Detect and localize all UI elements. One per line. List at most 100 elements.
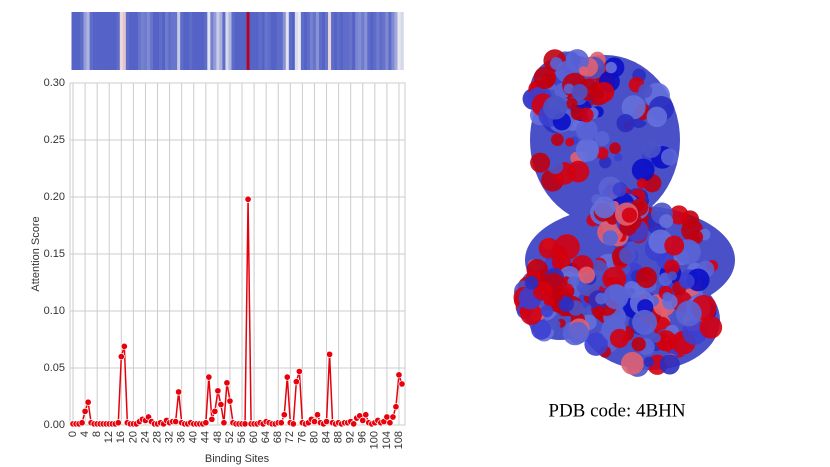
heatmap-cell	[71, 12, 75, 70]
surface-patch	[578, 66, 589, 76]
heatmap-cell	[394, 12, 398, 70]
point	[244, 195, 252, 203]
heatmap-cell	[349, 12, 353, 70]
surface-patch	[596, 147, 609, 160]
heatmap-cell	[207, 12, 211, 70]
heatmap-cell	[282, 12, 287, 70]
surface-patch	[603, 284, 629, 310]
surface-patch	[570, 106, 584, 121]
surface-patch	[540, 304, 554, 318]
heatmap-cell	[306, 12, 311, 70]
point	[202, 419, 210, 427]
heatmap-cell	[376, 12, 380, 70]
heatmap-cell	[228, 12, 232, 70]
heatmap-cell	[294, 12, 299, 70]
surface-patch	[602, 266, 627, 291]
surface-patch	[554, 234, 580, 260]
heatmap-cell	[237, 12, 241, 70]
heatmap-cell	[322, 12, 326, 70]
surface-patch	[558, 296, 574, 313]
heatmap-cell	[334, 12, 338, 70]
point	[78, 419, 86, 427]
heatmap-cell	[379, 12, 383, 70]
surface-patch	[524, 275, 539, 290]
surface-patch	[609, 328, 629, 348]
heatmap-cell	[140, 12, 145, 70]
surface-patch	[532, 281, 553, 301]
heatmap-cell	[189, 12, 193, 70]
point	[217, 400, 225, 409]
heatmap-cell	[388, 12, 392, 70]
heatmap-cell	[104, 12, 109, 70]
heatmap-cell	[192, 12, 196, 70]
point	[289, 420, 297, 428]
heatmap-cell	[195, 12, 199, 70]
heatmap-cell	[297, 12, 302, 70]
point	[241, 420, 249, 428]
heatmap-cell	[156, 12, 160, 70]
x-tick-label: 92	[345, 431, 357, 443]
heatmap-cell	[243, 12, 247, 70]
heatmap-cell	[358, 12, 362, 70]
point	[226, 397, 234, 405]
surface-patch	[612, 182, 627, 197]
heatmap-cell	[119, 12, 124, 70]
x-tick-label: 32	[164, 431, 176, 443]
heatmap-cell	[352, 12, 356, 70]
heatmap-cell	[234, 12, 238, 70]
x-axis-label: Binding Sites	[205, 453, 270, 465]
surface-patch	[646, 106, 668, 128]
x-tick-label: 80	[308, 431, 320, 443]
point	[398, 380, 406, 388]
point	[205, 373, 213, 381]
heatmap-cell	[86, 12, 90, 70]
heatmap-cell	[340, 12, 344, 70]
heatmap-cell	[343, 12, 347, 70]
x-tick-label: 4	[79, 431, 91, 437]
surface-patch	[602, 230, 619, 246]
heatmap-cell	[361, 12, 365, 70]
heatmap-cell	[240, 12, 244, 70]
surface-patch	[551, 133, 564, 146]
surface-patch	[621, 95, 646, 120]
surface-patch	[609, 142, 621, 155]
y-tick-label: 0.30	[44, 77, 65, 89]
surface-patch	[641, 138, 661, 159]
heatmap-cell	[143, 12, 148, 70]
point	[313, 411, 322, 419]
heatmap-cell	[77, 12, 81, 70]
point	[220, 419, 228, 427]
heatmap-cell	[216, 12, 220, 70]
surface-patch	[619, 246, 637, 265]
heatmap-cell	[291, 12, 296, 70]
point	[310, 418, 319, 426]
surface-patch	[538, 238, 560, 259]
point	[359, 416, 367, 424]
heatmap-cell	[391, 12, 395, 70]
point	[280, 411, 288, 419]
point	[120, 342, 128, 350]
surface-patch	[638, 83, 653, 98]
y-tick-label: 0.05	[44, 362, 65, 374]
surface-patch	[643, 356, 654, 368]
heatmap-cell	[168, 12, 172, 70]
heatmap-cell	[325, 12, 329, 70]
heatmap-cell	[261, 12, 265, 70]
heatmap-cell	[137, 12, 142, 70]
heatmap-cell	[128, 12, 133, 70]
surface-patch	[659, 354, 680, 375]
heatmap-cell	[213, 12, 217, 70]
x-tick-label: 24	[139, 431, 151, 443]
surface-patch	[578, 266, 596, 284]
heatmap-cell	[252, 12, 256, 70]
heatmap-cell	[183, 12, 187, 70]
heatmap-cell	[174, 12, 178, 70]
surface-patch	[533, 66, 557, 90]
heatmap-cell	[373, 12, 377, 70]
heatmap-cell	[110, 12, 115, 70]
point	[295, 367, 303, 375]
heatmap-cell	[355, 12, 359, 70]
heatmap-cell	[125, 12, 130, 70]
point	[211, 407, 219, 415]
x-tick-label: 48	[212, 431, 224, 443]
